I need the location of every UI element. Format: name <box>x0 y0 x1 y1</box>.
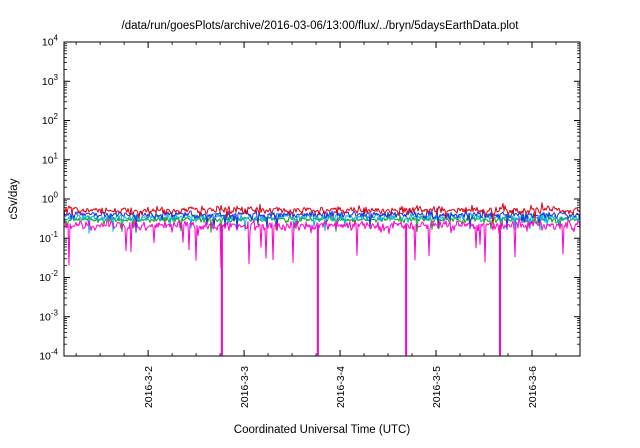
x-tick-label: 2016-3-6 <box>527 366 539 408</box>
y-tick-label: 10-3 <box>39 308 58 323</box>
plot-border <box>63 41 581 357</box>
goes-red-line <box>63 202 581 225</box>
goes-magenta-line <box>63 218 581 269</box>
y-tick-label: 100 <box>42 191 59 206</box>
y-tick-label: 10-4 <box>39 348 58 363</box>
y-tick-label: 101 <box>42 151 59 166</box>
chart-title: /data/run/goesPlots/archive/2016-03-06/1… <box>121 20 519 32</box>
x-axis-label: Coordinated Universal Time (UTC) <box>233 424 411 436</box>
x-tick-label: 2016-3-4 <box>335 366 347 408</box>
y-tick-label: 103 <box>42 73 59 88</box>
y-tick-label: 10-1 <box>39 230 58 245</box>
x-tick-label: 2016-3-2 <box>143 366 155 408</box>
y-tick-label: 102 <box>42 112 59 127</box>
x-tick-label: 2016-3-5 <box>431 366 443 408</box>
y-tick-label: 10-2 <box>39 269 58 284</box>
x-tick-label: 2016-3-3 <box>239 366 251 408</box>
y-tick-label: 104 <box>42 34 59 49</box>
